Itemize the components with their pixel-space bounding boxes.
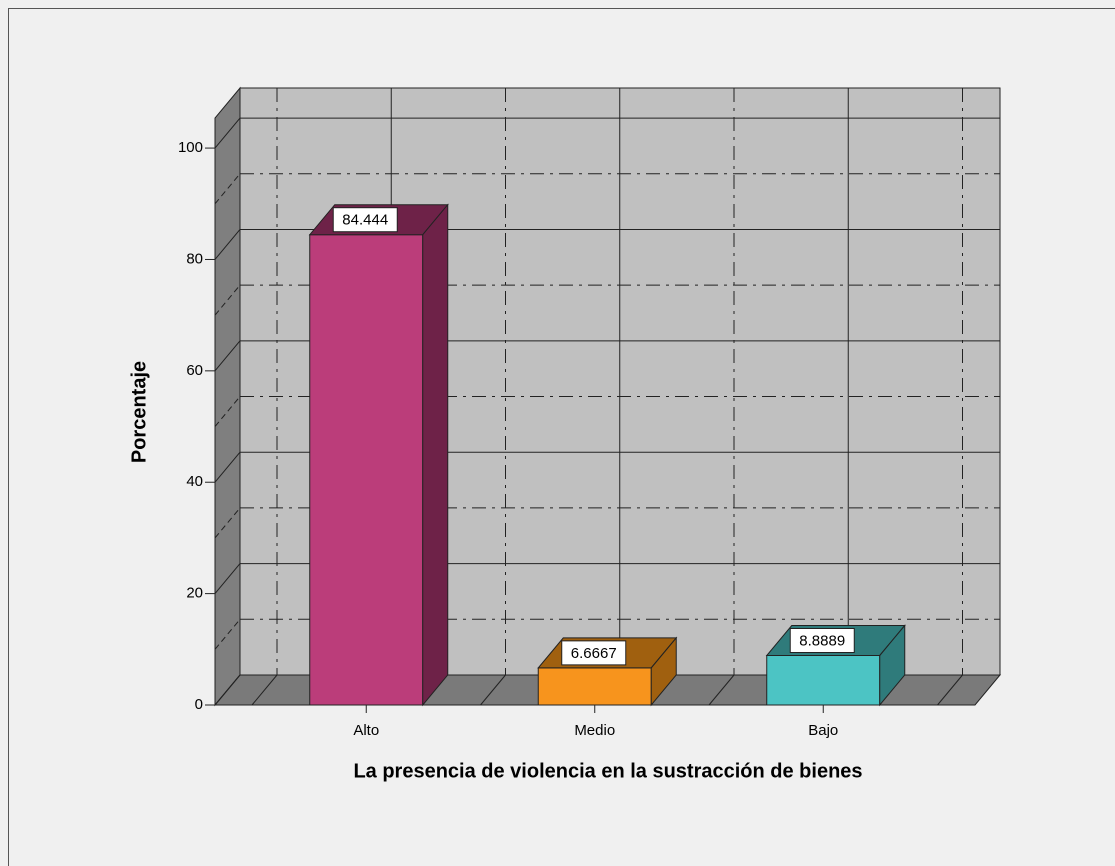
floor-line bbox=[480, 674, 506, 706]
side-grid-line bbox=[214, 229, 241, 260]
side-grid-line bbox=[214, 340, 241, 372]
y-tick-label: 60 bbox=[186, 362, 203, 379]
value-label: 6.6667 bbox=[571, 645, 617, 662]
bar-side bbox=[879, 624, 906, 707]
y-tick-label: 20 bbox=[186, 585, 203, 602]
value-label: 8.8889 bbox=[799, 632, 845, 649]
bar: 6.6667 bbox=[537, 636, 678, 707]
y-tick-label: 80 bbox=[186, 250, 203, 267]
x-tick-label: Medio bbox=[574, 722, 615, 739]
side-grid-line-minor bbox=[214, 507, 241, 539]
bar-side bbox=[422, 203, 449, 707]
y-tick-label: 100 bbox=[178, 139, 203, 156]
side-grid-line bbox=[214, 117, 241, 149]
bar: 8.8889 bbox=[765, 624, 906, 707]
bar-front bbox=[309, 234, 424, 706]
side-grid-line bbox=[214, 451, 241, 483]
side-grid-line-minor bbox=[214, 396, 241, 427]
x-tick-label: Alto bbox=[353, 722, 379, 739]
x-axis-title: La presencia de violencia en la sustracc… bbox=[353, 760, 862, 782]
y-axis-title: Porcentaje bbox=[128, 361, 150, 463]
y-tick-label: 40 bbox=[186, 473, 203, 490]
side-grid-line bbox=[214, 563, 241, 594]
bar: 84.444 bbox=[308, 203, 449, 707]
y-tick-label: 0 bbox=[195, 696, 203, 713]
bar-front bbox=[766, 654, 881, 706]
floor-line bbox=[708, 674, 735, 706]
side-grid-line-minor bbox=[214, 284, 241, 316]
value-label-box bbox=[789, 627, 855, 653]
value-label-box bbox=[561, 640, 627, 666]
value-label: 84.444 bbox=[342, 212, 388, 229]
bar-front bbox=[537, 667, 652, 706]
bar-side bbox=[650, 636, 677, 707]
side-wall bbox=[214, 86, 241, 707]
side-grid-line-minor bbox=[214, 618, 241, 650]
side-grid-line bbox=[214, 674, 241, 706]
value-label-box bbox=[332, 207, 398, 233]
floor-line bbox=[251, 674, 278, 706]
floor-line bbox=[937, 674, 963, 706]
side-grid-line-minor bbox=[214, 173, 241, 205]
x-tick-label: Bajo bbox=[808, 722, 838, 739]
